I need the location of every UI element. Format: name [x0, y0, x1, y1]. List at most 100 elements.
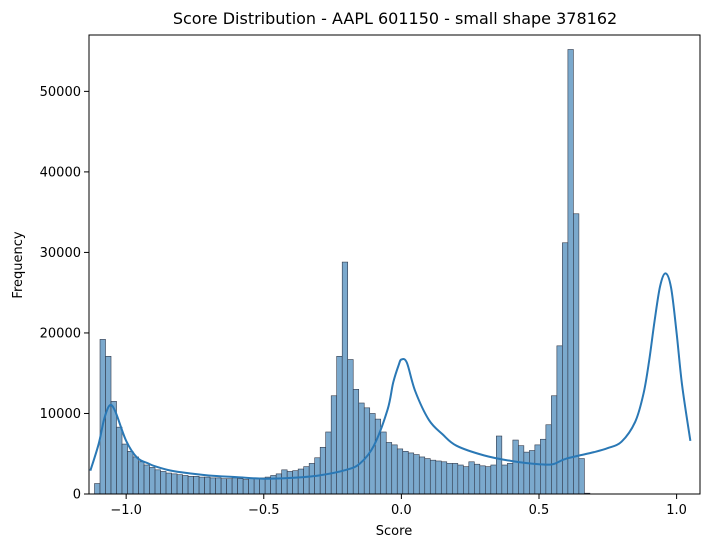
histogram-bar: [479, 465, 486, 495]
histogram-bar: [402, 451, 409, 495]
histogram-bar: [451, 463, 459, 495]
histogram-bar: [507, 463, 514, 495]
histogram-bar: [176, 474, 183, 495]
histogram-bar: [573, 213, 580, 495]
histogram-bar: [413, 454, 420, 495]
histogram-bar: [396, 448, 404, 495]
y-tick-label: 10000: [40, 407, 81, 422]
histogram-bar: [534, 444, 541, 495]
kde-curve: [89, 272, 692, 480]
histogram-bar: [435, 460, 442, 495]
histogram-bar: [220, 478, 227, 495]
histogram-bar: [281, 469, 288, 495]
y-tick-label: 50000: [40, 85, 81, 100]
histogram-bar: [209, 477, 216, 495]
histogram-bar: [496, 435, 503, 495]
histogram-bar: [149, 467, 156, 495]
histogram-bar: [523, 451, 530, 495]
x-tick-label: 1.0: [666, 503, 687, 518]
histogram-bar: [143, 464, 150, 495]
histogram-bar: [341, 261, 349, 495]
histogram-bar: [259, 477, 266, 495]
y-tick-label: 40000: [40, 165, 81, 180]
histogram-bar: [556, 345, 563, 495]
histogram-bar: [226, 478, 233, 495]
histogram-bar: [529, 450, 536, 495]
histogram-bar: [540, 438, 547, 495]
histogram-bar: [358, 402, 365, 495]
histogram-bar: [336, 355, 343, 495]
histogram-bar: [165, 472, 172, 495]
histogram-bar: [485, 466, 492, 495]
histogram-bar: [380, 431, 387, 495]
x-axis-label: Score: [376, 524, 412, 539]
histogram-bar: [545, 424, 552, 495]
histogram-bar: [501, 464, 508, 495]
x-axis: −1.0 −0.5 0.0 0.5 1.0: [110, 494, 687, 518]
histogram-bar: [121, 443, 128, 495]
histogram-bar: [490, 464, 497, 495]
histogram-bar: [325, 431, 332, 495]
histogram-bar: [303, 466, 310, 495]
histogram-bar: [512, 439, 519, 495]
histogram-bar: [363, 407, 371, 495]
histogram-bar: [518, 445, 525, 495]
histogram-bar: [248, 478, 255, 495]
x-tick-label: −1.0: [110, 503, 142, 518]
y-tick-label: 20000: [40, 326, 81, 341]
histogram-bar: [204, 476, 211, 495]
histogram-bar: [132, 456, 139, 495]
histogram-bar: [446, 463, 453, 495]
histogram-bar: [215, 477, 222, 495]
histogram-bar: [187, 475, 194, 495]
histogram-bar: [347, 359, 354, 495]
histogram-bar: [468, 461, 475, 495]
histogram-bar: [429, 459, 437, 495]
histogram-bar: [352, 389, 360, 495]
histogram-bar: [182, 475, 189, 495]
histogram-bar: [330, 395, 338, 495]
histogram-bar: [94, 483, 101, 495]
y-axis: 0 10000 20000 30000 40000 50000: [40, 85, 89, 503]
histogram-bar: [237, 478, 244, 495]
x-tick-label: −0.5: [248, 503, 280, 518]
histogram-bar: [440, 461, 448, 495]
y-tick-label: 0: [73, 488, 81, 503]
histogram-bar: [457, 464, 464, 495]
histogram-bar: [297, 468, 304, 495]
histogram-bars: [94, 49, 591, 495]
histogram-bar: [286, 471, 293, 495]
histogram-bar: [562, 242, 569, 495]
histogram-bar: [275, 473, 282, 495]
histogram-bar: [292, 470, 299, 495]
histogram-bar: [551, 395, 558, 495]
histogram-bar: [369, 413, 376, 495]
plot-area-frame: [88, 34, 701, 495]
y-tick-label: 30000: [40, 246, 81, 261]
histogram-bar: [308, 463, 315, 495]
histogram-bar: [198, 476, 205, 495]
histogram-bar: [116, 426, 123, 495]
histogram-bar: [319, 446, 326, 495]
histogram-bar: [407, 452, 415, 495]
histogram-bar: [160, 471, 167, 495]
histogram-bar: [418, 456, 426, 495]
histogram-bar: [242, 479, 249, 495]
histogram-bar: [474, 463, 481, 495]
histogram-bar: [463, 466, 470, 495]
histogram-bar: [231, 477, 238, 495]
chart-title: Score Distribution - AAPL 601150 - small…: [173, 9, 617, 28]
histogram-bar: [110, 401, 117, 495]
x-tick-label: 0.0: [391, 503, 412, 518]
histogram-bar: [193, 475, 200, 495]
histogram-bar: [424, 458, 431, 495]
histogram-bar: [127, 451, 134, 495]
histogram-bar: [391, 444, 398, 495]
histogram-bar: [253, 478, 260, 495]
histogram-bar: [138, 461, 145, 495]
histogram-bar: [578, 458, 585, 495]
histogram-bar: [105, 355, 112, 495]
histogram-bar: [171, 473, 178, 495]
histogram-bar: [154, 469, 161, 495]
